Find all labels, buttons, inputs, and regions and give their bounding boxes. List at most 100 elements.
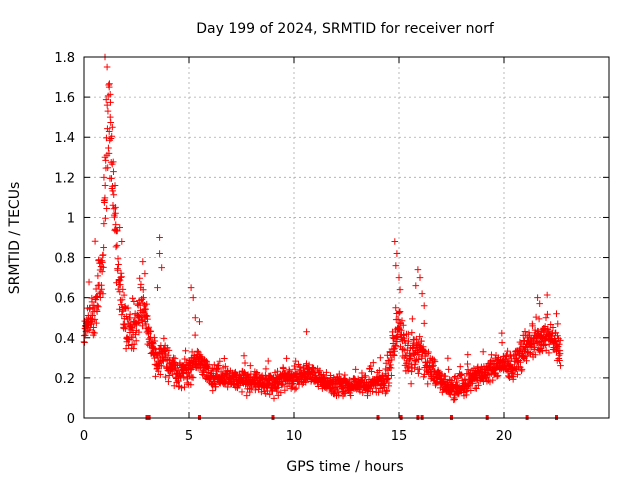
data-point — [141, 270, 149, 277]
data-point — [375, 389, 382, 396]
data-point — [407, 380, 415, 388]
data-point — [91, 316, 99, 323]
data-point — [130, 340, 138, 348]
data-point — [139, 258, 147, 265]
data-point — [119, 307, 126, 315]
data-point — [157, 371, 164, 378]
data-point — [554, 320, 562, 328]
data-point — [178, 384, 185, 392]
data-point — [114, 255, 122, 262]
data-point — [93, 319, 100, 327]
data-point — [274, 384, 282, 391]
data-point — [396, 286, 404, 293]
data-point — [145, 323, 153, 331]
data-point — [94, 302, 101, 310]
data-point — [498, 339, 506, 346]
data-point — [392, 342, 400, 349]
data-point — [129, 295, 136, 302]
data-point — [555, 352, 563, 359]
y-tick-label: 1.6 — [54, 91, 75, 106]
data-point — [274, 367, 281, 375]
data-point — [110, 191, 118, 199]
data-point — [105, 150, 113, 157]
data-point — [109, 187, 117, 195]
data-point — [387, 364, 395, 372]
data-point — [555, 341, 563, 348]
data-point — [392, 304, 400, 312]
data-point — [114, 266, 122, 274]
data-point — [134, 300, 141, 308]
data-point — [106, 91, 114, 98]
data-point — [534, 294, 541, 301]
data-point — [266, 391, 274, 398]
data-point — [87, 319, 95, 327]
data-point — [475, 382, 482, 389]
data-point — [156, 234, 163, 241]
x-tick-label: 15 — [391, 429, 408, 444]
data-point — [221, 355, 228, 362]
data-point — [388, 372, 395, 379]
data-point — [158, 264, 165, 271]
data-point — [377, 354, 384, 362]
data-point — [151, 334, 158, 341]
data-point — [424, 380, 432, 388]
data-point — [489, 376, 497, 384]
data-point — [557, 362, 564, 369]
data-point — [396, 308, 404, 315]
data-point — [457, 371, 465, 378]
data-point — [502, 352, 510, 360]
data-point — [136, 274, 143, 282]
data-point — [387, 361, 394, 369]
data-point — [91, 237, 99, 245]
data-point — [191, 331, 199, 339]
data-point — [92, 285, 100, 293]
data-point — [118, 273, 125, 281]
data-point — [100, 174, 108, 181]
data-point — [101, 182, 109, 189]
data-point — [99, 251, 107, 259]
data-point — [504, 368, 512, 375]
data-point — [183, 379, 191, 387]
data-point — [130, 298, 138, 305]
data-point — [104, 164, 111, 171]
data-point — [292, 357, 299, 365]
data-point — [188, 348, 196, 356]
data-point — [143, 300, 151, 308]
data-point — [240, 352, 248, 360]
y-tick-label: 0 — [67, 412, 75, 427]
data-point — [554, 332, 561, 340]
data-point — [556, 337, 564, 344]
data-point — [90, 324, 97, 331]
data-point — [521, 328, 529, 335]
data-point — [347, 392, 354, 399]
data-point — [464, 351, 472, 358]
data-point — [102, 96, 110, 103]
chart-title: Day 199 of 2024, SRMTID for receiver nor… — [196, 21, 495, 37]
data-point — [445, 366, 452, 373]
data-point — [341, 390, 348, 397]
data-point — [411, 364, 418, 372]
data-point — [132, 331, 139, 338]
data-point — [172, 373, 180, 381]
data-point — [273, 387, 281, 395]
data-point — [107, 99, 114, 106]
data-point — [118, 238, 126, 245]
data-point — [491, 369, 498, 377]
data-point — [182, 347, 189, 355]
data-point — [392, 262, 400, 269]
data-point — [292, 384, 300, 392]
data-point — [143, 328, 151, 336]
data-point — [93, 308, 101, 315]
data-point — [556, 350, 564, 357]
y-tick-label: 1.4 — [54, 131, 75, 146]
data-point — [494, 372, 502, 379]
data-point — [388, 356, 395, 364]
data-point — [333, 386, 341, 394]
data-point — [291, 385, 299, 393]
data-point — [138, 295, 146, 303]
data-point — [154, 284, 161, 291]
data-point — [81, 332, 89, 339]
data-point — [408, 361, 415, 369]
